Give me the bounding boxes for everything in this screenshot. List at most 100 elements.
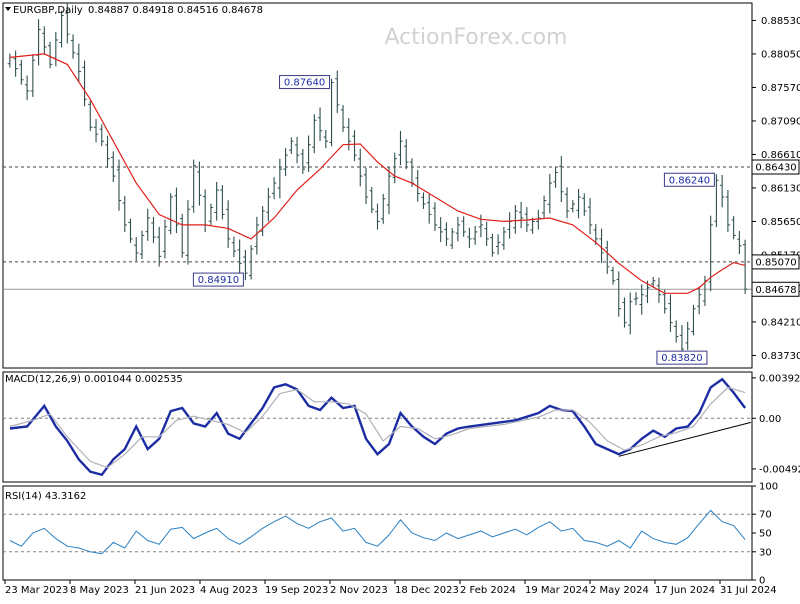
y-tick-label: 0: [759, 576, 765, 587]
ohlc-bar: [651, 276, 656, 288]
ohlc-bar: [128, 218, 133, 243]
ohlc-bar: [139, 230, 145, 260]
ohlc-bar: [358, 148, 363, 187]
ohlc-bar: [7, 53, 13, 68]
ohlc-bar: [495, 234, 501, 255]
ohlc-values: 0.84887 0.84918 0.84516 0.84678: [88, 5, 263, 16]
ohlc-bar: [335, 70, 340, 114]
price-annotation-box: [192, 272, 244, 287]
y-tick-label: 0.83730: [761, 351, 800, 362]
price-annotation: 0.84910: [198, 275, 239, 286]
ohlc-bar: [289, 137, 294, 154]
ohlc-bar: [432, 202, 438, 231]
ohlc-bar: [317, 107, 323, 142]
ohlc-bar: [59, 10, 64, 48]
ohlc-bar: [277, 158, 283, 199]
ohlc-bar: [65, 3, 70, 44]
ohlc-bar: [185, 200, 191, 265]
ohlc-bar: [553, 166, 558, 188]
x-tick-label: 23 Mar 2023: [5, 585, 68, 596]
ohlc-bar: [105, 135, 110, 168]
x-tick-label: 2 May 2024: [590, 585, 649, 596]
macd-trendline: [618, 421, 751, 457]
ohlc-bar: [725, 189, 731, 232]
ohlc-bar: [438, 217, 443, 243]
panel-frame: [2, 371, 753, 483]
x-tick-label: 19 Mar 2024: [525, 585, 588, 596]
ohlc-bar: [633, 292, 639, 306]
ohlc-bar: [329, 78, 334, 147]
y-tick-label: 0.87570: [761, 83, 800, 94]
level-label: 0.86430: [755, 163, 796, 174]
ohlc-bar: [179, 213, 185, 258]
ohlc-bar: [714, 174, 719, 228]
ohlc-bar: [352, 130, 357, 162]
ohlc-bar: [478, 214, 484, 238]
x-tick-label: 19 Sep 2023: [265, 585, 328, 596]
ohlc-bar: [455, 216, 461, 242]
y-tick-label: 30: [759, 547, 772, 558]
ohlc-bar: [501, 226, 507, 250]
rsi-line: [9, 509, 746, 555]
ohlc-bar: [214, 181, 219, 221]
ohlc-bar: [208, 203, 214, 226]
y-tick-label: 0.00: [759, 414, 781, 425]
ohlc-bar: [381, 193, 386, 224]
x-tick-label: 2 Nov 2023: [330, 585, 388, 596]
ohlc-bar: [490, 233, 495, 257]
ohlc-bar: [386, 166, 392, 215]
ohlc-bar: [116, 159, 122, 211]
ohlc-bar: [76, 43, 82, 82]
ohlc-bar: [484, 221, 489, 246]
panel-frame: [2, 485, 753, 581]
ohlc-bar: [593, 223, 598, 245]
y-tick-label: 70: [759, 510, 772, 521]
x-tick-label: 8 May 2023: [70, 585, 129, 596]
ohlc-bar: [518, 201, 524, 229]
ohlc-bar: [24, 75, 30, 101]
y-tick-label: 0.88530: [761, 16, 800, 27]
panel-frames: [2, 2, 753, 581]
y-tick-label: 0.87090: [761, 116, 800, 127]
ohlc-bar: [639, 284, 644, 315]
ohlc-bar: [19, 59, 24, 85]
ohlc-bar: [472, 225, 478, 245]
ohlc-bar: [306, 135, 311, 173]
ohlc-bar: [507, 212, 512, 239]
ohlc-bar: [99, 124, 104, 147]
ohlc-bar: [541, 195, 547, 218]
collapse-arrow-icon: [5, 7, 11, 11]
ohlc-bar: [404, 139, 409, 170]
y-tick-label: 0.86130: [761, 183, 800, 194]
ohlc-bar: [731, 216, 736, 240]
ohlc-bar: [369, 186, 374, 214]
ohlc-bar: [426, 193, 432, 224]
ohlc-bar: [271, 177, 277, 200]
y-tick-label: -0.004929: [759, 464, 800, 475]
ohlc-bar: [668, 294, 673, 332]
panel-frame: [2, 2, 753, 369]
ohlc-bar: [231, 236, 237, 258]
ohlc-bar: [197, 161, 202, 206]
y-tick-label: 0.003928: [759, 373, 800, 384]
ohlc-bar: [708, 215, 713, 292]
y-tick-label: 50: [759, 529, 772, 540]
ohlc-bar: [42, 26, 47, 55]
ohlc-bar: [737, 231, 742, 255]
level-label: 0.84678: [755, 285, 796, 296]
x-tick-label: 31 Jul 2024: [720, 585, 777, 596]
ohlc-bar: [243, 249, 248, 281]
ohlc-bar: [191, 159, 196, 213]
ohlc-bar: [88, 100, 93, 132]
ohlc-bar: [225, 200, 231, 249]
ohlc-bar: [162, 219, 168, 259]
ohlc-bar: [300, 148, 306, 175]
level-label-box: [751, 254, 800, 270]
macd-title: MACD(12,26,9) 0.001044 0.002535: [5, 374, 183, 385]
ohlc-bar: [151, 216, 156, 244]
ohlc-bar: [513, 204, 518, 234]
ohlc-bar: [622, 297, 627, 328]
ohlc-bar: [254, 216, 260, 255]
y-tick-label: 0.84210: [761, 317, 800, 328]
